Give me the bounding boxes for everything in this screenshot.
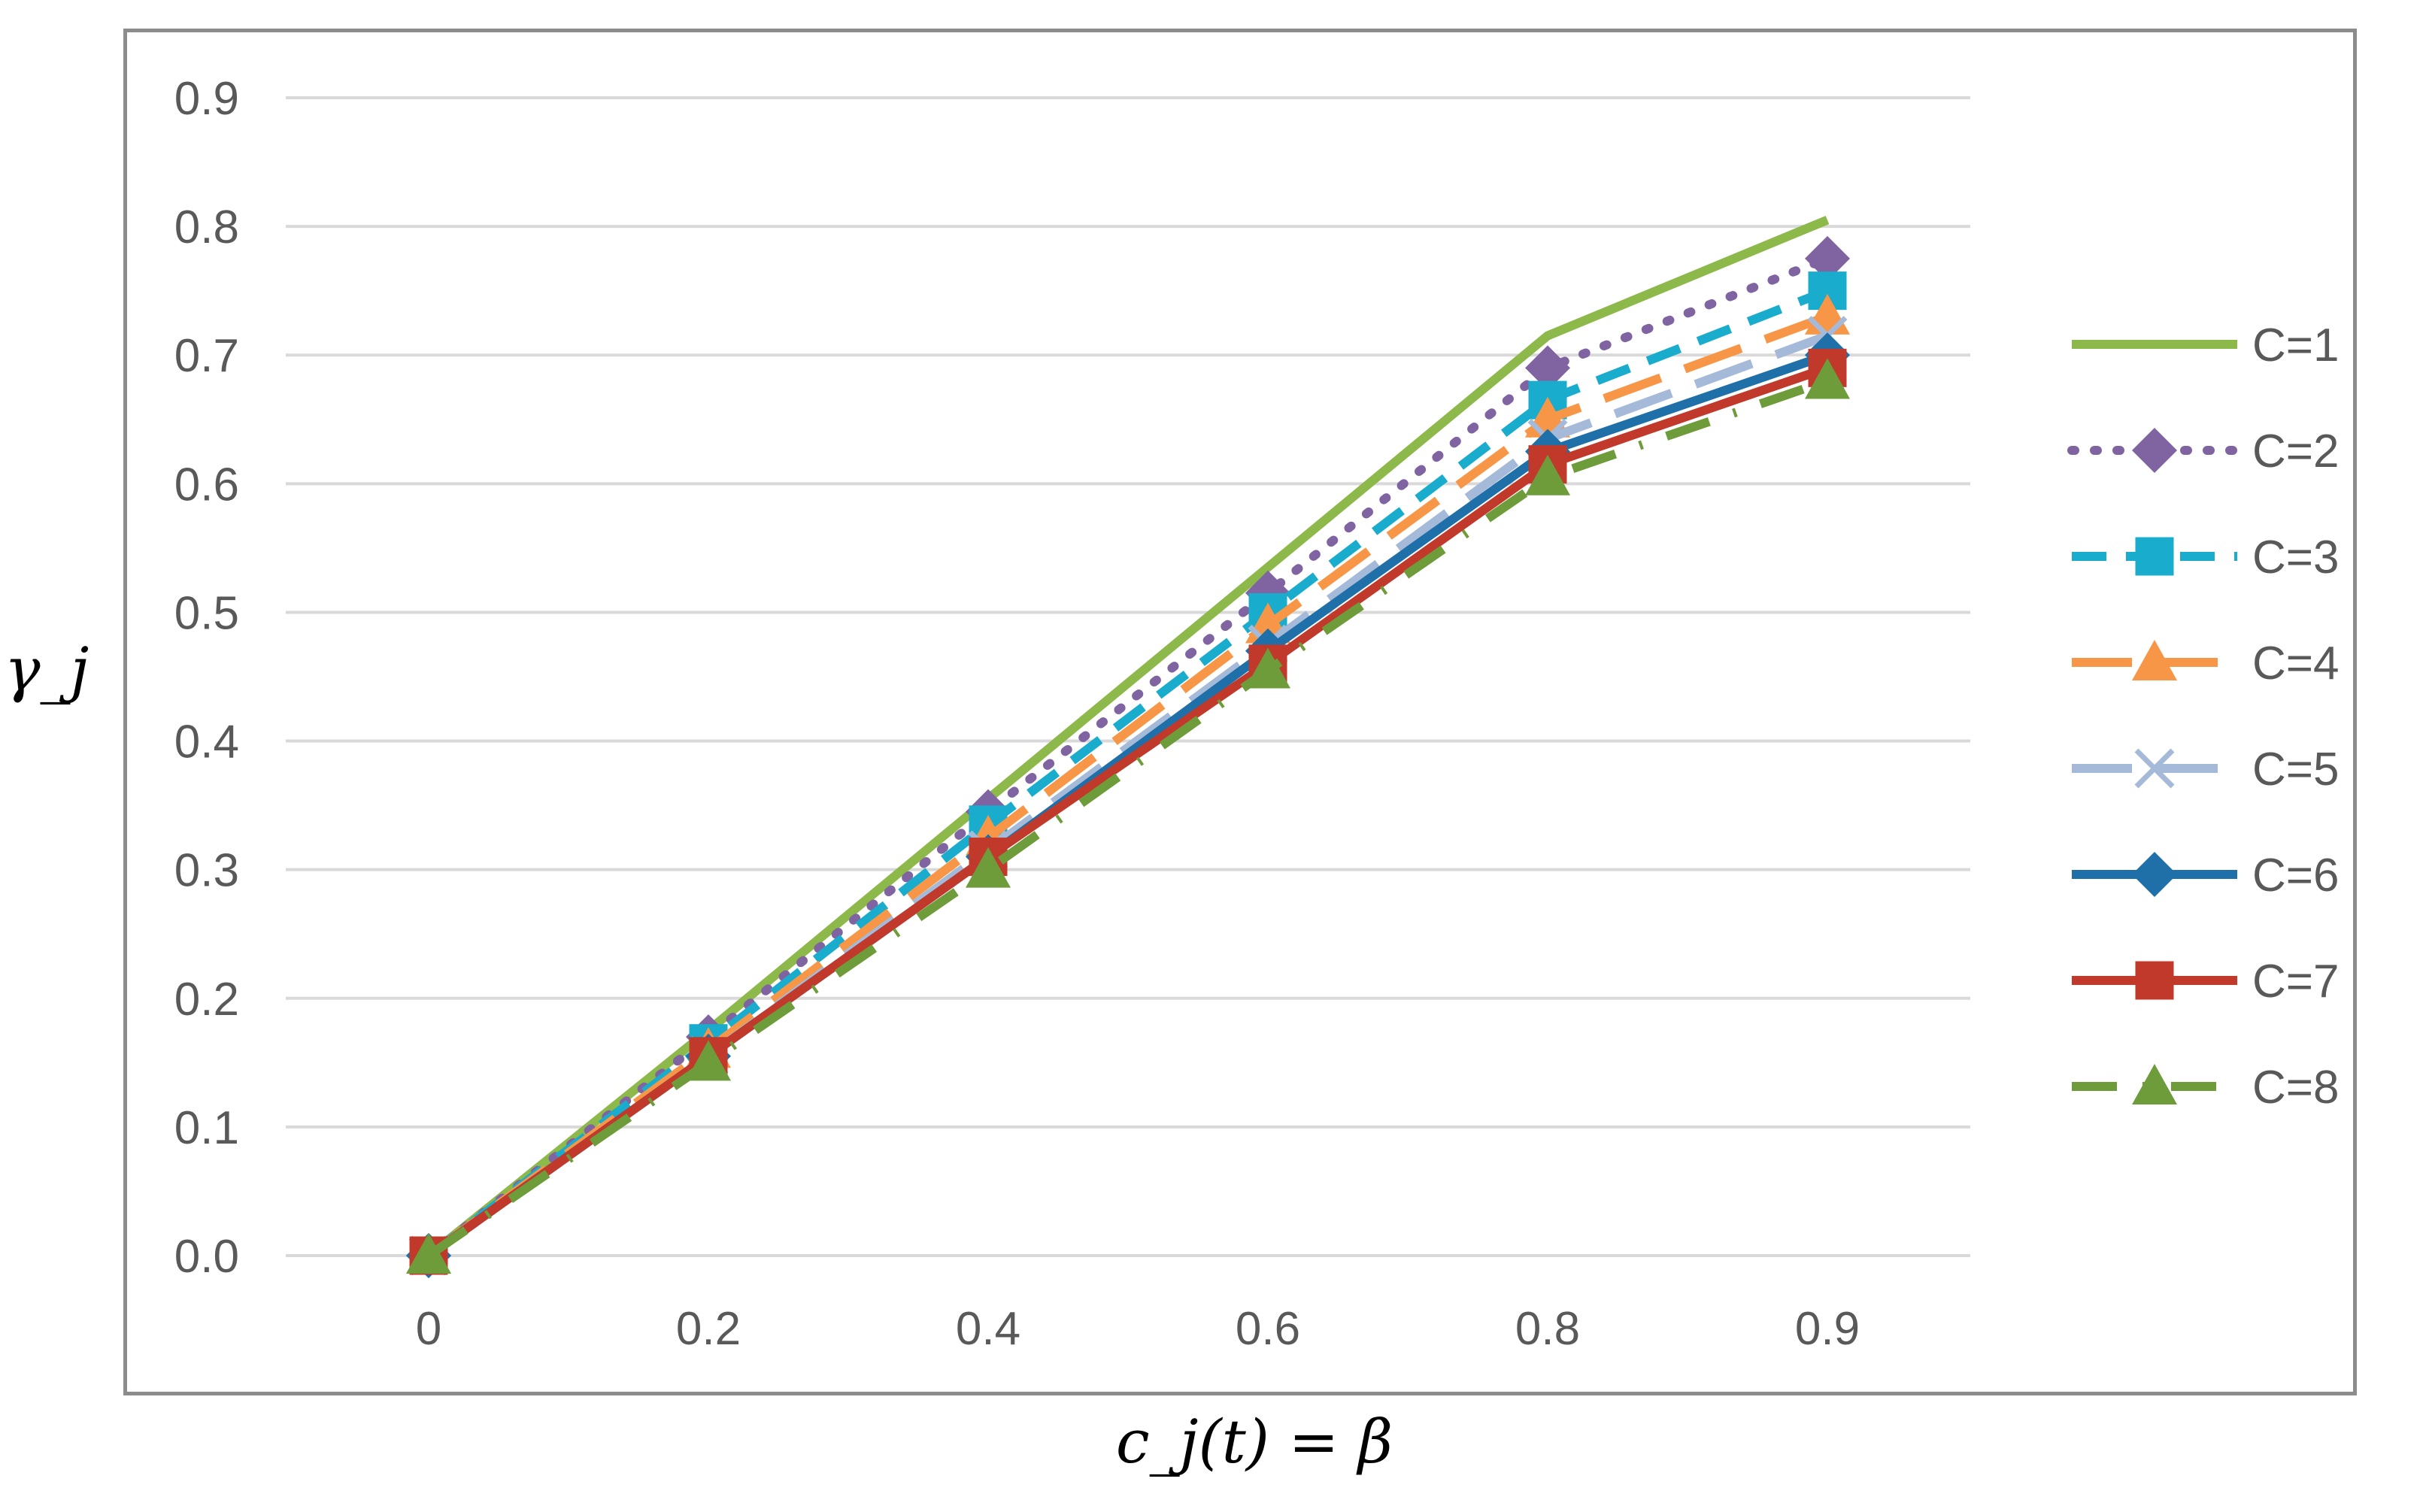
series-line (426, 350, 1829, 1259)
x-tick-label: 0.4 (956, 1303, 1020, 1355)
legend-entry: C=5 (2072, 744, 2339, 795)
y-tick-label: 0.1 (174, 1102, 239, 1154)
y-tick-label: 0.0 (174, 1231, 239, 1283)
y-tick-label: 0.9 (174, 73, 239, 125)
data-point-marker (2135, 537, 2174, 576)
x-tick-label: 0.8 (1515, 1303, 1580, 1355)
data-point-marker (966, 847, 1011, 888)
data-point-marker (1525, 454, 1570, 495)
data-point-marker (2132, 428, 2177, 473)
x-tick-labels: 0 0.2 0.4 0.6 0.8 0.9 (416, 1303, 1860, 1355)
legend-label: C=2 (2252, 426, 2339, 477)
series-line (426, 363, 1829, 1259)
y-tick-label: 0.4 (174, 717, 239, 768)
series-line (426, 312, 1830, 1259)
series-7 (409, 348, 1847, 1275)
y-tick-label: 0.5 (174, 587, 239, 639)
data-point-marker (2135, 961, 2174, 1000)
data-point-marker (1805, 358, 1850, 399)
chart-frame (123, 29, 2357, 1395)
y-axis-title: γ_j (5, 635, 89, 704)
legend-label: C=5 (2252, 744, 2339, 795)
x-tick-label: 0.6 (1236, 1303, 1300, 1355)
x-axis-title: c_j(t) = β (1116, 1407, 1393, 1477)
series-line (426, 376, 1829, 1259)
data-point-marker (1525, 345, 1570, 391)
legend-label: C=4 (2252, 638, 2339, 689)
series-line (426, 216, 1830, 1259)
data-point-marker (1805, 235, 1850, 281)
x-tick-label: 0.9 (1795, 1303, 1860, 1355)
y-tick-labels: 0.0 0.1 0.2 0.3 0.4 0.5 0.6 0.7 0.8 0.9 (174, 73, 239, 1283)
y-tick-label: 0.8 (174, 201, 239, 253)
y-tick-label: 0.6 (174, 459, 239, 511)
legend-entry: C=6 (2072, 850, 2339, 901)
y-tick-label: 0.7 (174, 330, 239, 382)
series-6 (406, 332, 1850, 1278)
gridlines (286, 96, 1970, 1257)
legend-label: C=6 (2252, 850, 2339, 901)
y-tick-label: 0.3 (174, 845, 239, 897)
series-lines (406, 216, 1850, 1278)
legend-entry: C=4 (2072, 638, 2339, 689)
legend: C=1 C=2 C=3 C=4 C=5 C=6 C=7 C=8 (2067, 320, 2339, 1114)
data-point-marker (2132, 1064, 2177, 1104)
data-point-marker (686, 1040, 731, 1081)
legend-entry: C=3 (2072, 532, 2339, 583)
series-1 (426, 216, 1830, 1259)
series-8 (406, 358, 1850, 1274)
x-tick-label: 0 (416, 1303, 441, 1355)
legend-entry: C=7 (2072, 956, 2339, 1007)
data-point-marker (406, 1233, 451, 1274)
series-line (426, 331, 1830, 1259)
x-tick-label: 0.2 (676, 1303, 741, 1355)
data-point-marker (2134, 748, 2175, 789)
data-point-marker (2132, 640, 2177, 680)
series-5 (408, 316, 1848, 1276)
legend-label: C=1 (2252, 320, 2339, 371)
data-point-marker (1245, 647, 1290, 689)
legend-entry: C=2 (2067, 426, 2339, 477)
legend-label: C=7 (2252, 956, 2339, 1007)
legend-label: C=8 (2252, 1062, 2339, 1114)
legend-entry: C=1 (2072, 320, 2339, 371)
data-point-marker (2132, 852, 2177, 897)
legend-entry: C=8 (2072, 1062, 2339, 1114)
legend-label: C=3 (2252, 532, 2339, 583)
y-tick-label: 0.2 (174, 974, 239, 1026)
